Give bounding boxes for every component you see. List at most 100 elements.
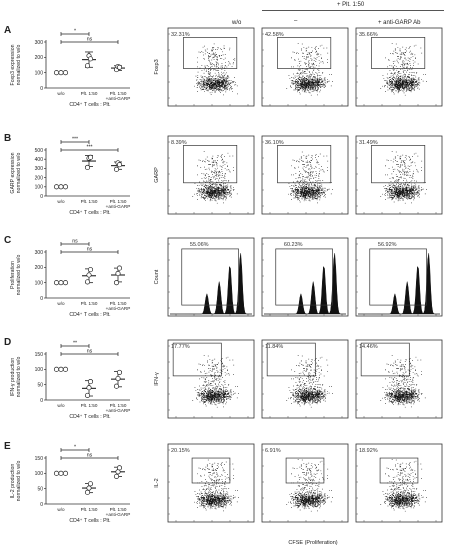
y-tick-label-A-2: 200 <box>35 55 44 61</box>
x-category-extra-E: +anti-GARP <box>106 512 131 517</box>
x-category-E-2: Plt. 1:50 <box>110 507 127 512</box>
header-plt-line <box>262 10 444 11</box>
y-tick-label-D-3: 150 <box>35 352 44 358</box>
y-tick-label-B-0: 0 <box>40 194 43 200</box>
flow-plot-C-2: 56.92% <box>355 237 443 317</box>
x-category-B-1: Plt. 1:50 <box>81 199 98 204</box>
y-tick-label-B-5: 500 <box>35 148 44 154</box>
data-point-E-1-1 <box>86 485 92 491</box>
flow-gate-A-1 <box>277 37 332 69</box>
y-axis-label-A-0: Foxp3 expression <box>10 44 16 85</box>
data-point-D-1-2 <box>87 379 94 385</box>
flow-histogram-C-0 <box>170 253 252 315</box>
x-category-extra-C: +anti-GARP <box>106 306 131 311</box>
data-point-C-0-0 <box>53 280 60 286</box>
flow-plot-E-0: 20.15% <box>167 443 255 523</box>
flow-frame-D-1 <box>261 339 349 419</box>
data-point-A-2-2 <box>116 64 123 70</box>
y-axis-label-B-1: normalized to w/o <box>16 153 22 194</box>
flow-y-label-A: Foxp3 <box>154 59 160 74</box>
y-tick-label-B-2: 200 <box>35 175 44 181</box>
header-anti-garp: + anti-GARP Ab <box>378 20 421 26</box>
x-category-D-2: Plt. 1:50 <box>110 403 127 408</box>
flow-percentage-B-1: 36.10% <box>265 140 284 146</box>
x-category-C-2: Plt. 1:50 <box>110 301 127 306</box>
data-point-C-1-2 <box>87 267 94 273</box>
flow-plot-D-0: 17.77% <box>167 339 255 419</box>
flow-gate-C-0 <box>181 248 239 306</box>
data-point-D-0-2 <box>62 366 69 372</box>
data-point-B-0-1 <box>58 184 64 190</box>
data-point-D-2-1 <box>115 375 121 382</box>
data-point-D-1-0 <box>84 392 91 398</box>
y-tick-label-D-0: 0 <box>40 398 43 404</box>
flow-frame-A-2 <box>355 27 443 107</box>
flow-events-A-2 <box>380 43 427 96</box>
flow-gate-C-2 <box>369 248 427 306</box>
data-point-E-0-2 <box>62 470 69 476</box>
flow-percentage-D-1: 11.84% <box>265 344 283 350</box>
flow-plot-B-1: 36.10% <box>261 135 349 215</box>
flow-frame-A-0 <box>167 27 255 107</box>
data-point-E-2-2 <box>116 465 123 471</box>
panel-letter-A: A <box>4 25 11 36</box>
flow-events-D-2 <box>380 355 426 408</box>
data-point-D-1-1 <box>86 385 92 391</box>
flow-percentage-E-0: 20.15% <box>171 448 190 454</box>
flow-gate-E-1 <box>285 457 325 484</box>
y-tick-label-A-0: 0 <box>40 86 43 92</box>
flow-y-label-C: Count <box>154 269 160 284</box>
x-group-label-A: CD4⁺ T cells : Plt. <box>69 102 110 108</box>
x-category-D-1: Plt. 1:50 <box>81 403 98 408</box>
flow-frame-D-0 <box>167 339 255 419</box>
x-category-A-0: w/o <box>57 91 65 96</box>
y-tick-label-C-3: 300 <box>35 250 44 256</box>
data-point-D-0-0 <box>53 366 60 372</box>
y-tick-label-D-1: 50 <box>37 382 43 388</box>
flow-percentage-D-0: 17.77% <box>171 344 190 350</box>
sig-label-C-0: ns <box>72 239 78 245</box>
flow-percentage-B-2: 31.49% <box>359 140 378 146</box>
y-tick-label-C-0: 0 <box>40 296 43 302</box>
flow-plot-C-1: 60.23% <box>261 237 349 317</box>
flow-plot-E-2: 18.92% <box>355 443 443 523</box>
y-tick-label-B-3: 300 <box>35 166 44 172</box>
data-point-C-1-0 <box>84 279 91 285</box>
y-axis-label-D-0: IFN-γ production <box>10 358 16 396</box>
flow-plot-A-2: 35.66% <box>355 27 443 107</box>
flow-plot-D-1: 11.84% <box>261 339 349 419</box>
x-category-D-0: w/o <box>57 403 65 408</box>
flow-gate-D-1 <box>266 342 316 377</box>
data-point-B-0-0 <box>53 184 60 190</box>
flow-events-E-2 <box>380 459 427 512</box>
header-plt: + Plt. 1:50 <box>337 2 365 8</box>
data-point-E-0-1 <box>58 470 64 476</box>
data-point-B-2-0 <box>113 166 120 172</box>
data-point-B-2-2 <box>116 162 123 168</box>
flow-gate-D-2 <box>360 342 410 377</box>
flow-percentage-D-2: 14.46% <box>359 344 378 350</box>
panel-letter-D: D <box>4 337 11 348</box>
data-point-A-1-2 <box>87 56 94 62</box>
data-point-A-0-1 <box>58 70 64 76</box>
flow-gate-A-0 <box>183 37 238 69</box>
data-point-C-2-2 <box>116 265 123 271</box>
y-tick-label-B-4: 400 <box>35 157 44 163</box>
header-wo: w/o <box>232 20 242 26</box>
flow-events-A-1 <box>286 43 333 96</box>
y-axis-label-C-1: normalized to w/o <box>16 255 22 296</box>
data-point-A-0-2 <box>62 70 69 76</box>
x-category-A-2: Plt. 1:50 <box>110 91 127 96</box>
y-tick-label-E-1: 50 <box>37 486 43 492</box>
flow-y-label-B: GARP <box>154 167 160 183</box>
flow-plot-D-2: 14.46% <box>355 339 443 419</box>
sig-label-C-1: ns <box>87 247 93 253</box>
sig-label-E-0: * <box>74 445 76 451</box>
flow-gate-C-1 <box>275 248 333 306</box>
data-point-E-0-0 <box>53 470 60 476</box>
flow-x-label: CFSE (Proliferation) <box>288 540 337 546</box>
sig-label-E-1: ns <box>87 453 93 459</box>
data-point-E-2-0 <box>113 473 120 479</box>
